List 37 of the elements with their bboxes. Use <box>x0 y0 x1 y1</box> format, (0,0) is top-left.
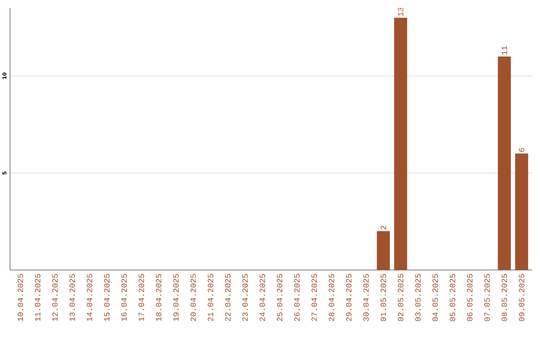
bar <box>515 154 528 270</box>
x-tick-label: 02.05.2025 <box>398 274 404 322</box>
x-tick-label: 25.04.2025 <box>276 274 282 321</box>
x-tick-label: 03.05.2025 <box>415 274 421 322</box>
x-tick-label: 10.04.2025 <box>18 274 24 321</box>
bar <box>394 18 408 270</box>
x-tick-label: 09.05.2025 <box>518 274 524 322</box>
x-tick-label: 17.04.2025 <box>138 274 144 321</box>
x-tick-label: 08.05.2025 <box>502 274 508 322</box>
x-tick-label: 05.05.2025 <box>450 274 456 322</box>
x-tick-label: 06.05.2025 <box>467 274 472 322</box>
x-tick-label: 07.05.2025 <box>484 274 490 322</box>
x-tick-label: 12.04.2025 <box>52 274 58 321</box>
x-tick-label: 18.04.2025 <box>156 274 162 321</box>
x-tick-label: 26.04.2025 <box>294 274 300 321</box>
x-tick-label: 29.04.2025 <box>346 274 352 321</box>
x-tick-label: 01.05.2025 <box>380 274 386 322</box>
x-tick-label: 14.04.2025 <box>86 274 92 321</box>
x-tick-label: 13.04.2025 <box>70 274 75 321</box>
x-tick-label: 19.04.2025 <box>173 274 179 321</box>
x-tick-label: 30.04.2025 <box>363 274 369 322</box>
x-tick-label: 21.04.2025 <box>208 274 214 321</box>
x-tick-label: 16.04.2025 <box>121 274 127 321</box>
bar <box>376 231 390 270</box>
x-tick-label: 11.04.2025 <box>34 274 40 321</box>
x-tick-label: 04.05.2025 <box>432 274 438 322</box>
x-tick-label: 24.04.2025 <box>260 274 266 321</box>
bar <box>498 56 511 270</box>
data-label: 11 <box>502 46 507 55</box>
x-tick-label: 28.04.2025 <box>328 274 334 321</box>
data-label: 2 <box>380 226 386 230</box>
x-tick-label: 27.04.2025 <box>312 274 317 321</box>
x-tick-label: 20.04.2025 <box>190 274 196 321</box>
data-label: 6 <box>518 148 524 152</box>
x-tick-label: 15.04.2025 <box>104 274 110 321</box>
x-tick-label: 23.04.2025 <box>242 274 248 321</box>
x-tick-label: 22.04.2025 <box>225 274 231 321</box>
